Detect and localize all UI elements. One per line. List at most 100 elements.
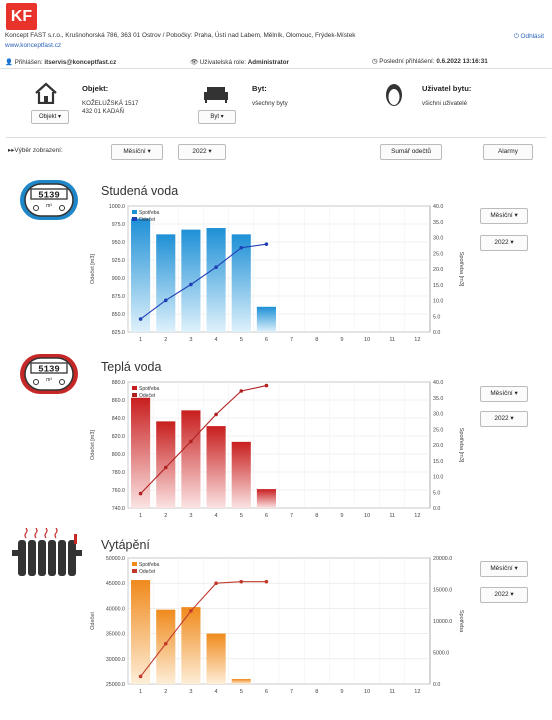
logout-label: Odhlásit	[520, 33, 544, 40]
house-icon	[35, 82, 57, 104]
flat-button[interactable]: Byt ▾	[198, 110, 236, 124]
heating-x-tick: 6	[265, 689, 268, 695]
hot-right-tick: 0.0	[433, 506, 440, 512]
cold-left-tick: 850.0	[112, 312, 125, 318]
cold-year-dropdown[interactable]: 2022 ▾	[480, 235, 528, 251]
hot-right-tick: 15.0	[433, 459, 443, 465]
cold-period-dropdown[interactable]: Měsíční ▾	[480, 208, 528, 224]
heating-left-tick: 50000.0	[106, 556, 125, 562]
heating-year-label: 2022	[494, 591, 509, 598]
hot-x-tick: 7	[290, 513, 293, 519]
eye-icon: 👁	[190, 59, 198, 66]
hot-line-point	[264, 383, 269, 388]
logged-in-user: itservis@konceptfast.cz	[44, 59, 117, 66]
hot-year-dropdown[interactable]: 2022 ▾	[480, 411, 528, 427]
cold-right-tick: 35.0	[433, 220, 443, 226]
heating-left-tick: 45000.0	[106, 581, 125, 587]
cold-meter-unit: m³	[46, 203, 52, 209]
heating-x-tick: 10	[364, 689, 370, 695]
heating-line-point	[214, 581, 218, 585]
last-login-value: 0.6.2022 13:16:31	[436, 58, 488, 65]
hot-x-tick: 10	[364, 513, 370, 519]
hot-line-series	[140, 385, 267, 494]
power-icon: ⏻	[513, 33, 521, 40]
hot-line-point	[163, 465, 168, 470]
cold-period-label: Měsíční	[490, 212, 513, 219]
hot-legend-bar-swatch	[132, 386, 137, 390]
heating-x-tick: 11	[389, 689, 395, 695]
hot-line-point	[239, 389, 244, 393]
heating-right-tick: 15000.0	[433, 588, 452, 594]
heating-left-tick: 40000.0	[106, 606, 125, 612]
heating-x-tick: 4	[215, 689, 218, 695]
heating-left-tick: 30000.0	[106, 657, 125, 663]
cold-left-tick: 875.0	[112, 294, 125, 300]
summary-button[interactable]: Sumář odečtů	[380, 144, 442, 160]
hot-line-point	[214, 412, 218, 417]
cold-bar	[181, 229, 201, 332]
role-value: Administrator	[247, 59, 289, 66]
heating-line-point	[138, 674, 143, 679]
year-dropdown[interactable]: 2022 ▾	[178, 144, 226, 160]
user-label: Uživatel bytu:	[422, 84, 472, 93]
heating-right-tick: 20000.0	[433, 556, 452, 562]
flat-button-label: Byt	[210, 114, 219, 120]
cold-left-tick: 900.0	[112, 276, 125, 282]
hot-bar	[181, 410, 201, 508]
hot-legend-line-swatch	[132, 393, 137, 397]
heating-year-dropdown[interactable]: 2022 ▾	[480, 587, 528, 603]
heating-period-dropdown[interactable]: Měsíční ▾	[480, 561, 528, 577]
cold-meter-digits: 5139	[38, 191, 60, 201]
cold-bar	[256, 306, 276, 332]
logout-button[interactable]: ⏻ Odhlásit	[514, 33, 544, 41]
alarms-button[interactable]: Alarmy	[483, 144, 533, 160]
cold-right-tick: 15.0	[433, 283, 443, 289]
radiator-icon	[12, 528, 82, 576]
object-button[interactable]: Objekt ▾	[31, 110, 69, 124]
view-selection-label: ▸▸Výběr zobrazení:	[8, 146, 63, 154]
hot-line-point	[189, 439, 193, 444]
cold-bar	[156, 234, 176, 332]
heating-left-tick: 35000.0	[106, 632, 125, 638]
last-login-label: Poslední přihlášení:	[379, 58, 435, 65]
flat-label: Byt:	[252, 84, 267, 93]
hot-period-dropdown[interactable]: Měsíční ▾	[480, 386, 528, 402]
heating-x-tick: 5	[240, 689, 243, 695]
cold-right-tick: 25.0	[433, 251, 443, 257]
cold-right-tick: 30.0	[433, 236, 443, 242]
heating-title: Vytápění	[101, 538, 150, 552]
cold-line-point	[239, 245, 244, 250]
period-dropdown[interactable]: Měsíční ▾	[111, 144, 163, 160]
object-label: Objekt:	[82, 84, 109, 93]
sofa-icon	[204, 87, 228, 103]
hot-left-tick: 860.0	[112, 398, 125, 404]
hot-bar	[256, 489, 276, 508]
cold-x-tick: 2	[164, 337, 167, 343]
heating-line-point	[189, 609, 193, 613]
cold-left-tick: 825.0	[112, 330, 125, 336]
website-link[interactable]: www.konceptfast.cz	[5, 42, 62, 49]
cold-legend-line-label: Odečet	[139, 217, 156, 223]
heating-bar	[206, 633, 226, 684]
heating-x-tick: 3	[189, 689, 192, 695]
cold-legend-bar-label: Spotřeba	[139, 210, 160, 216]
flat-value: všechny byty	[252, 100, 288, 107]
user-value: všichni uživatelé	[422, 100, 468, 107]
heating-x-tick: 12	[414, 689, 420, 695]
cold-x-tick: 11	[389, 337, 395, 343]
hot-x-tick: 11	[389, 513, 395, 519]
view-label-text: Výběr zobrazení:	[14, 147, 63, 154]
hot-x-tick: 8	[315, 513, 318, 519]
hot-right-tick: 40.0	[433, 380, 443, 386]
object-address-line1: KOŽELUŽSKÁ 1517	[82, 100, 139, 107]
heating-left-tick: 25000.0	[106, 682, 125, 688]
heating-x-tick: 7	[290, 689, 293, 695]
clock-icon: ◷	[372, 58, 378, 65]
cold-line-point	[163, 298, 168, 303]
heating-line-point	[163, 641, 168, 646]
heating-legend-line-swatch	[132, 569, 137, 573]
hot-water-title: Teplá voda	[101, 360, 162, 374]
cold-left-tick: 975.0	[112, 222, 125, 228]
cold-x-tick: 8	[315, 337, 318, 343]
hot-right-tick: 20.0	[433, 443, 443, 449]
